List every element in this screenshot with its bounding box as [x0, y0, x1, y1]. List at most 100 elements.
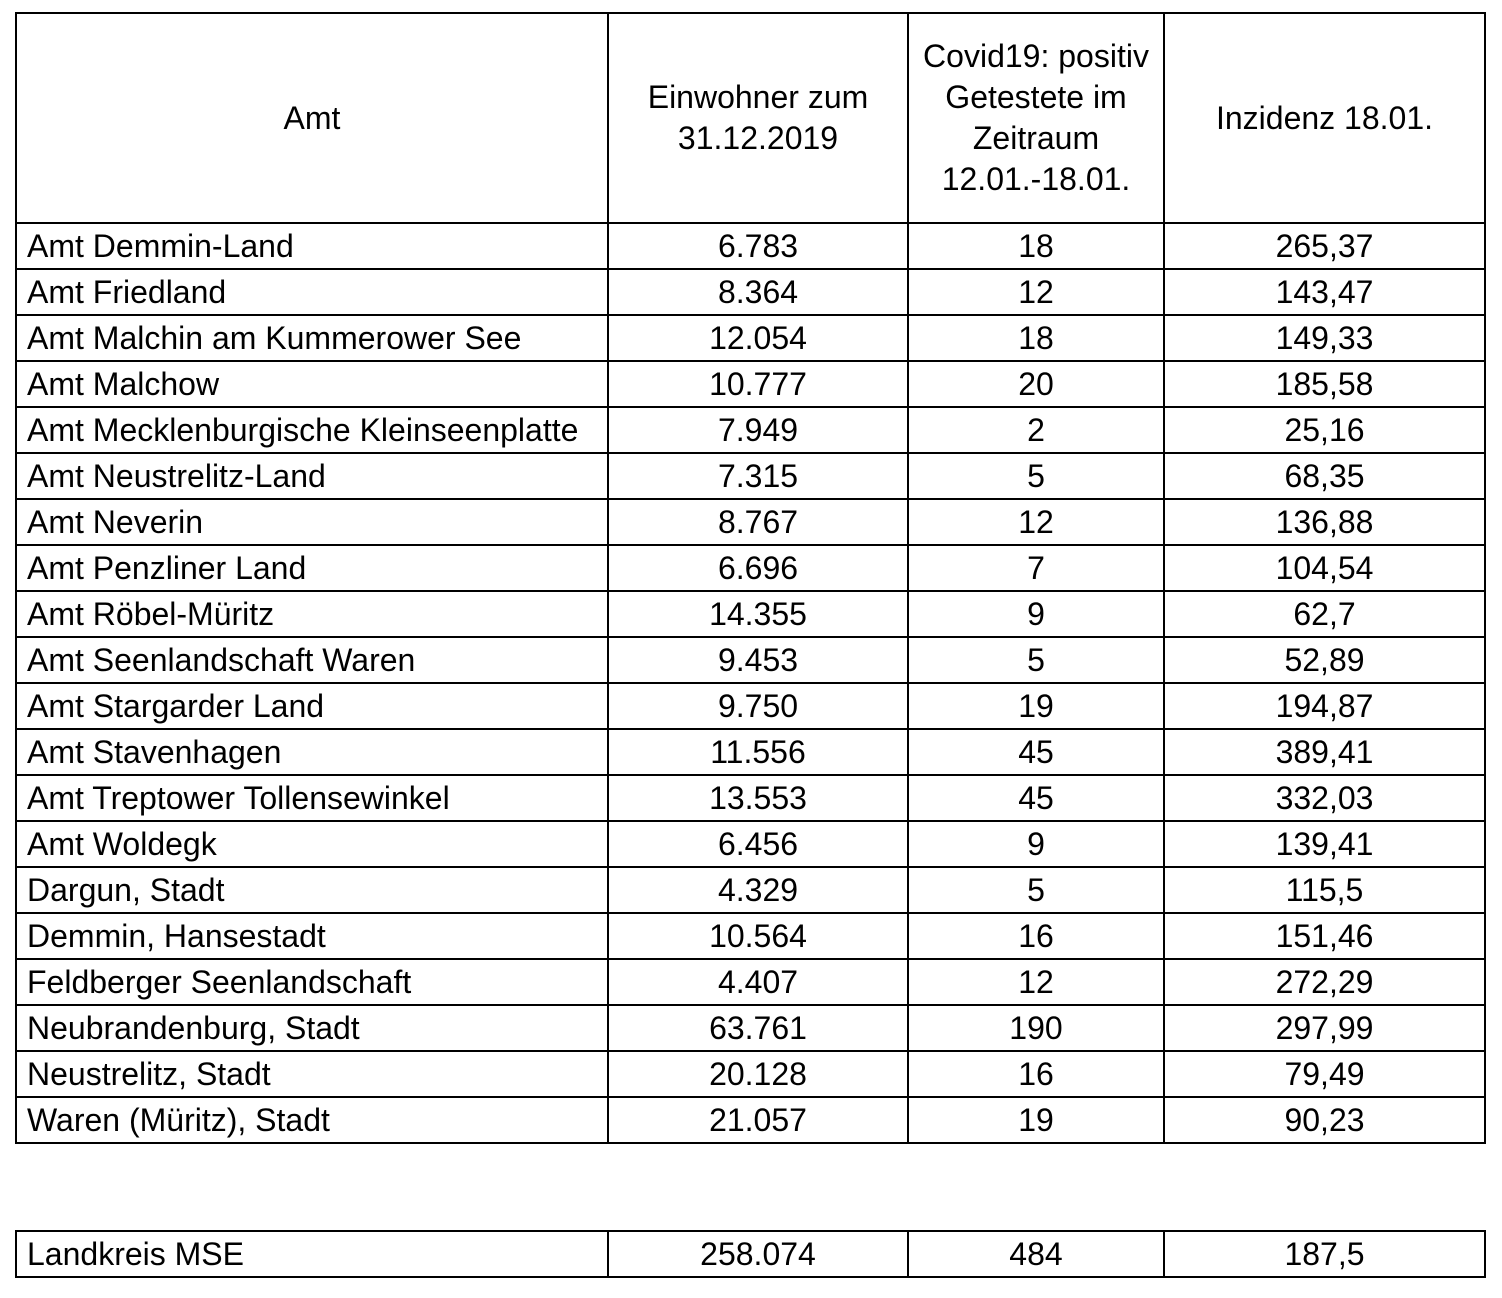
cell: 52,89 — [1163, 636, 1486, 684]
cell: Neubrandenburg, Stadt — [15, 1004, 609, 1052]
cell: 16 — [907, 912, 1165, 960]
total-row: Landkreis MSE 258.074 484 187,5 — [15, 1230, 1486, 1278]
row: Waren (Müritz), Stadt 21.057 19 90,23 — [15, 1096, 1486, 1144]
row: Amt Röbel-Müritz 14.355 9 62,7 — [15, 590, 1486, 638]
cell: Amt Malchow — [15, 360, 609, 408]
cell: 20 — [907, 360, 1165, 408]
cell: 7.315 — [607, 452, 909, 500]
header-cell: Einwohner zum 31.12.2019 — [607, 12, 909, 224]
cell: 185,58 — [1163, 360, 1486, 408]
row: Amt Stavenhagen 11.556 45 389,41 — [15, 728, 1486, 776]
cell: Amt Demmin-Land — [15, 222, 609, 270]
cell: 6.783 — [607, 222, 909, 270]
cell: 12 — [907, 498, 1165, 546]
header-cell: Amt — [15, 12, 609, 224]
cell: 19 — [907, 1096, 1165, 1144]
cell: 12 — [907, 268, 1165, 316]
header-row: Amt Einwohner zum 31.12.2019 Covid19: po… — [15, 12, 1486, 224]
cell: 389,41 — [1163, 728, 1486, 776]
row: Amt Seenlandschaft Waren 9.453 5 52,89 — [15, 636, 1486, 684]
cell: 258.074 — [607, 1230, 909, 1278]
cell: Landkreis MSE — [15, 1230, 609, 1278]
cell: 143,47 — [1163, 268, 1486, 316]
cell: 11.556 — [607, 728, 909, 776]
total-table: Landkreis MSE 258.074 484 187,5 — [15, 1230, 1486, 1278]
row: Amt Malchin am Kummerower See 12.054 18 149… — [15, 314, 1486, 362]
row: Neubrandenburg, Stadt 63.761 190 297,99 — [15, 1004, 1486, 1052]
row: Amt Woldegk 6.456 9 139,41 — [15, 820, 1486, 868]
cell: 79,49 — [1163, 1050, 1486, 1098]
cell: 5 — [907, 866, 1165, 914]
row: Amt Malchow 10.777 20 185,58 — [15, 360, 1486, 408]
cell: 63.761 — [607, 1004, 909, 1052]
cell: Amt Neustrelitz-Land — [15, 452, 609, 500]
cell: Amt Friedland — [15, 268, 609, 316]
cell: Amt Malchin am Kummerower See — [15, 314, 609, 362]
cell: 8.767 — [607, 498, 909, 546]
cell: 5 — [907, 636, 1165, 684]
cell: 45 — [907, 774, 1165, 822]
row: Feldberger Seenlandschaft 4.407 12 272,29 — [15, 958, 1486, 1006]
cell: Amt Röbel-Müritz — [15, 590, 609, 638]
cell: 272,29 — [1163, 958, 1486, 1006]
row: Amt Treptower Tollensewinkel 13.553 45 332,… — [15, 774, 1486, 822]
cell: 190 — [907, 1004, 1165, 1052]
cell: 16 — [907, 1050, 1165, 1098]
cell: 9 — [907, 820, 1165, 868]
cell: 104,54 — [1163, 544, 1486, 592]
row: Amt Neustrelitz-Land 7.315 5 68,35 — [15, 452, 1486, 500]
cell: 18 — [907, 314, 1165, 362]
cell: Amt Mecklenburgische Kleinseenplatte — [15, 406, 609, 454]
cell: 12.054 — [607, 314, 909, 362]
cell: Amt Stargarder Land — [15, 682, 609, 730]
cell: 6.456 — [607, 820, 909, 868]
cell: Amt Stavenhagen — [15, 728, 609, 776]
cell: 149,33 — [1163, 314, 1486, 362]
cell: 21.057 — [607, 1096, 909, 1144]
cell: Neustrelitz, Stadt — [15, 1050, 609, 1098]
cell: 68,35 — [1163, 452, 1486, 500]
cell: 8.364 — [607, 268, 909, 316]
cell: 12 — [907, 958, 1165, 1006]
cell: 5 — [907, 452, 1165, 500]
cell: 13.553 — [607, 774, 909, 822]
cell: Demmin, Hansestadt — [15, 912, 609, 960]
cell: 7 — [907, 544, 1165, 592]
cell: Amt Treptower Tollensewinkel — [15, 774, 609, 822]
cell: 115,5 — [1163, 866, 1486, 914]
cell: 20.128 — [607, 1050, 909, 1098]
cell: 484 — [907, 1230, 1165, 1278]
cell: 10.777 — [607, 360, 909, 408]
row: Demmin, Hansestadt 10.564 16 151,46 — [15, 912, 1486, 960]
cell: 151,46 — [1163, 912, 1486, 960]
row: Dargun, Stadt 4.329 5 115,5 — [15, 866, 1486, 914]
cell: 14.355 — [607, 590, 909, 638]
header-cell: Covid19: positiv Getestete im Zeitraum 1… — [907, 12, 1165, 224]
cell: 2 — [907, 406, 1165, 454]
row: Amt Demmin-Land 6.783 18 265,37 — [15, 222, 1486, 270]
cell: Feldberger Seenlandschaft — [15, 958, 609, 1006]
cell: 136,88 — [1163, 498, 1486, 546]
cell: 7.949 — [607, 406, 909, 454]
cell: Dargun, Stadt — [15, 866, 609, 914]
cell: 265,37 — [1163, 222, 1486, 270]
cell: Amt Neverin — [15, 498, 609, 546]
incidence-table: Amt Einwohner zum 31.12.2019 Covid19: po… — [15, 12, 1486, 1144]
cell: 45 — [907, 728, 1165, 776]
cell: Amt Seenlandschaft Waren — [15, 636, 609, 684]
cell: 62,7 — [1163, 590, 1486, 638]
cell: 9 — [907, 590, 1165, 638]
cell: 19 — [907, 682, 1165, 730]
cell: 4.407 — [607, 958, 909, 1006]
cell: 6.696 — [607, 544, 909, 592]
cell: 332,03 — [1163, 774, 1486, 822]
cell: 187,5 — [1163, 1230, 1486, 1278]
row: Amt Neverin 8.767 12 136,88 — [15, 498, 1486, 546]
cell: 9.750 — [607, 682, 909, 730]
cell: 90,23 — [1163, 1096, 1486, 1144]
cell: 10.564 — [607, 912, 909, 960]
cell: Amt Penzliner Land — [15, 544, 609, 592]
cell: 4.329 — [607, 866, 909, 914]
cell: 18 — [907, 222, 1165, 270]
